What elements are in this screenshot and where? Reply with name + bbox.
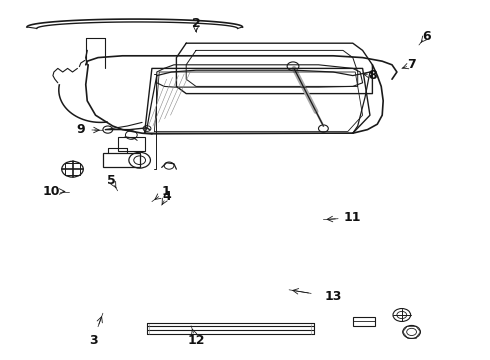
Text: 3: 3 [89,334,98,347]
Bar [353,317,375,326]
Text: 4: 4 [162,190,171,203]
Bar [65,163,80,175]
Text: 5: 5 [107,174,116,186]
Text: 9: 9 [76,123,85,136]
Text: 12: 12 [187,334,205,347]
Text: 6: 6 [422,30,431,42]
Bar [103,153,140,167]
Text: 8: 8 [368,69,377,82]
Text: 11: 11 [344,211,362,224]
Bar [118,137,145,151]
Text: 10: 10 [43,185,60,198]
Text: 2: 2 [192,17,200,30]
Text: 7: 7 [407,58,416,71]
Text: 13: 13 [324,291,342,303]
Text: 1: 1 [161,185,170,198]
